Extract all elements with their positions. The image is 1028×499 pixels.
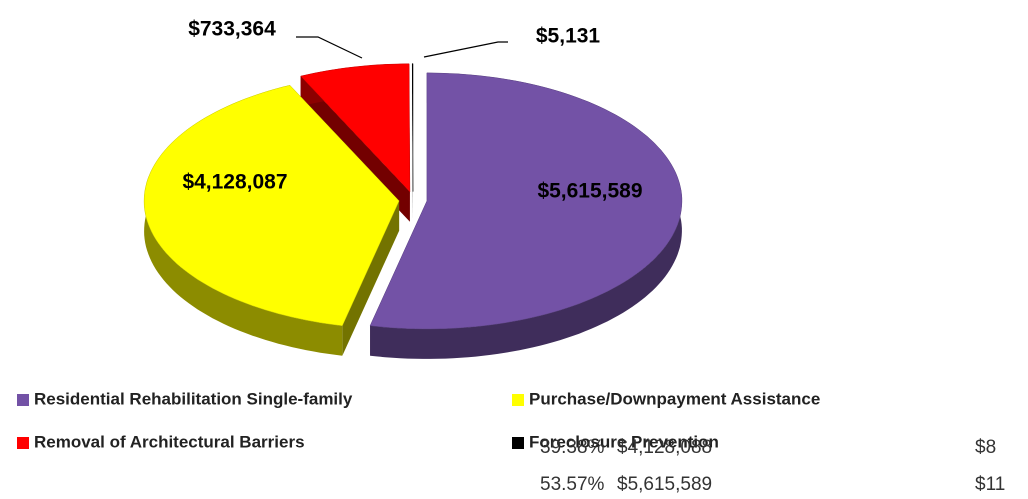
- legend-label: Foreclosure Prevention: [529, 432, 719, 451]
- table-cell: $11: [975, 474, 1005, 495]
- legend-swatch: [512, 437, 524, 449]
- table-cell: 39.38%: [540, 437, 605, 458]
- legend-label: Residential Rehabilitation Single-family: [34, 389, 353, 408]
- table-cell: $5,615,589: [617, 474, 712, 495]
- legend-swatch: [17, 437, 29, 449]
- data-label: $733,364: [188, 18, 276, 41]
- table-cell: 53.57%: [540, 474, 605, 495]
- slice: [369, 72, 683, 330]
- legend-label: Purchase/Downpayment Assistance: [529, 389, 820, 408]
- slice-side: [342, 200, 400, 356]
- table-cell: $8: [975, 437, 996, 458]
- leader-line: [423, 41, 508, 58]
- slice: [300, 63, 411, 193]
- slice: [411, 63, 414, 192]
- data-label: $4,128,087: [182, 171, 287, 194]
- slice: [143, 85, 400, 326]
- legend-label: Removal of Architectural Barriers: [34, 432, 305, 451]
- table-cell: $4,128,088: [617, 437, 712, 458]
- pie: [143, 63, 683, 359]
- slice-edge: [370, 72, 682, 359]
- legend-swatch: [512, 394, 524, 406]
- data-label: $5,615,589: [537, 180, 642, 203]
- data-label: $5,131: [536, 25, 601, 48]
- legend-swatch: [17, 394, 29, 406]
- leader-line: [296, 36, 363, 59]
